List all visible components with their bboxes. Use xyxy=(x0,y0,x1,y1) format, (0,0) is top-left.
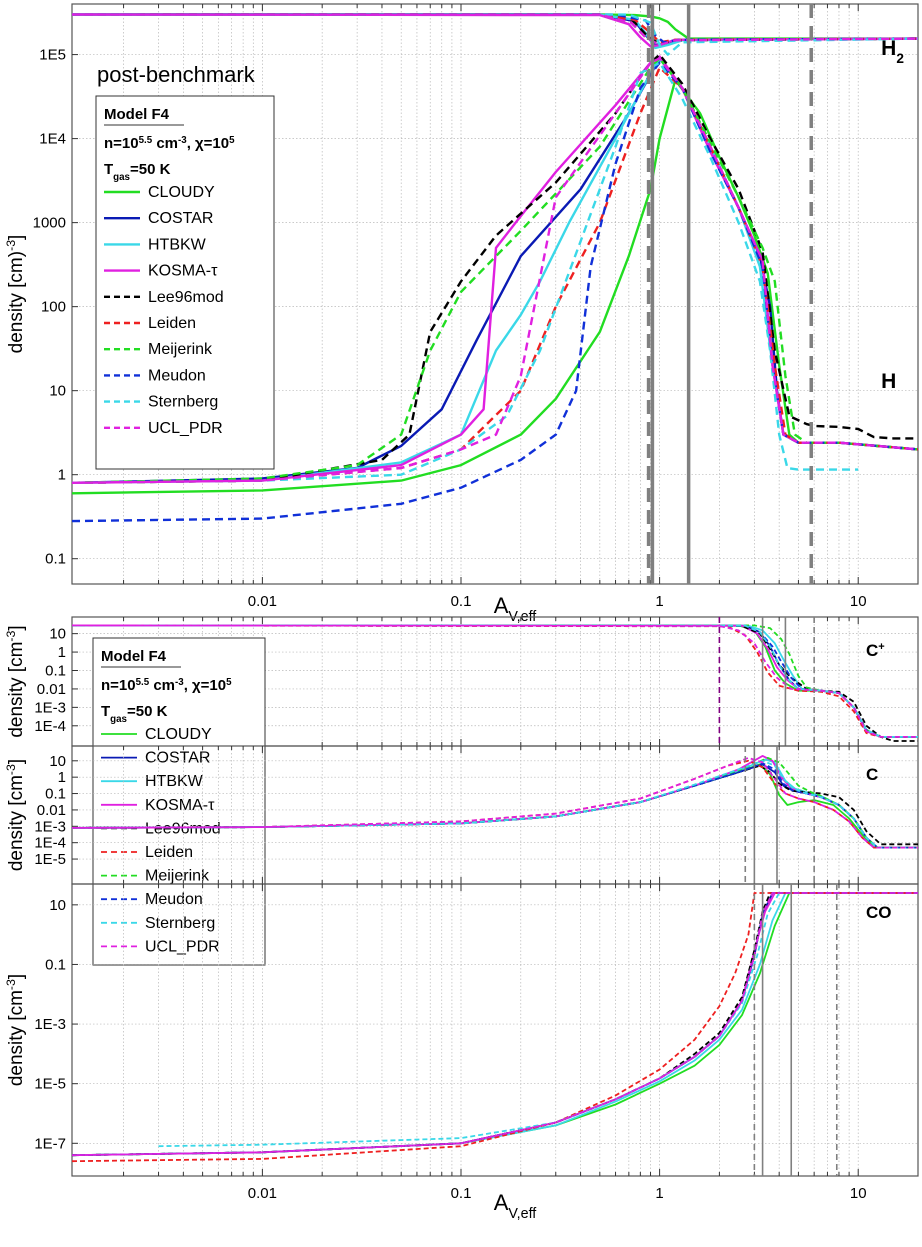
legend-model-density: n=105.5 cm-3, χ=105 xyxy=(104,135,235,153)
legend-entry-label: Meijerink xyxy=(148,341,213,358)
y-tick-label: 10 xyxy=(49,383,66,400)
legend-title: Model F4 xyxy=(104,106,170,123)
y-tick-label: 0.1 xyxy=(45,956,66,973)
series-line-htbkw xyxy=(72,13,918,50)
y-tick-label: 1E-3 xyxy=(34,818,66,835)
y-axis-label: density [cm)-3] xyxy=(4,235,27,354)
plot-frame xyxy=(71,3,919,585)
y-tick-label: 1 xyxy=(58,644,66,661)
y-tick-label: 0.1 xyxy=(45,551,66,568)
y-tick-label: 0.01 xyxy=(37,802,66,819)
plot-frame xyxy=(71,883,919,1177)
legend-model-temperature: Tgas=50 K xyxy=(101,703,168,725)
legend-entry-label: KOSMA-τ xyxy=(148,263,218,280)
legend-entry-label: COSTAR xyxy=(145,750,210,767)
y-axis-label: density [cm-3] xyxy=(4,974,27,1086)
chart-panel-4: 1E-7 1E-5 1E-3 0.1 10 0.01 0.1 1 10 AV,eff density… xyxy=(4,883,919,1222)
legend: Model F4 n=105.5 cm-3, χ=105 Tgas=50 KCLOU… xyxy=(92,637,266,966)
x-tick-label: 10 xyxy=(850,1185,867,1202)
y-axis-label: density [cm-3] xyxy=(4,625,27,737)
legend-entry-label: Leiden xyxy=(145,844,193,861)
species-label: H xyxy=(881,370,896,393)
legend-entry-label: Sternberg xyxy=(148,394,218,411)
species-label: CO xyxy=(866,903,892,922)
series-line-sternberg xyxy=(72,61,859,484)
legend-entry-label: COSTAR xyxy=(148,210,213,227)
x-axis-label: AV,eff xyxy=(494,1190,537,1222)
y-tick-label: 10 xyxy=(49,897,66,914)
x-tick-label: 10 xyxy=(850,593,867,610)
y-tick-label: 0.01 xyxy=(37,681,66,698)
series-line-ucl-pdr xyxy=(72,757,918,849)
y-tick-label: 1E-3 xyxy=(34,699,66,716)
legend-model-temperature: Tgas=50 K xyxy=(104,161,171,183)
legend-entry-label: KOSMA-τ xyxy=(145,797,215,814)
y-tick-label: 1 xyxy=(58,467,66,484)
x-tick-label: 0.01 xyxy=(248,1185,277,1202)
legend-entry-label: Meijerink xyxy=(145,868,210,885)
x-tick-label: 1 xyxy=(655,593,663,610)
y-tick-label: 1E-5 xyxy=(34,1076,66,1093)
legend-entry-label: Lee96mod xyxy=(145,820,221,837)
legend-entry-label: CLOUDY xyxy=(145,726,212,743)
legend-box xyxy=(92,637,266,966)
legend-entry-label: UCL_PDR xyxy=(145,938,220,955)
x-axis-label: AV,eff xyxy=(494,593,537,625)
y-tick-label: 10 xyxy=(49,753,66,770)
legend-entry-label: UCL_PDR xyxy=(148,420,223,437)
y-tick-label: 1000 xyxy=(33,215,66,232)
legend-entry-label: Leiden xyxy=(148,315,196,332)
legend-entry-label: Lee96mod xyxy=(148,289,224,306)
series-line-ucl-pdr xyxy=(72,13,918,47)
y-tick-label: 0.1 xyxy=(45,662,66,679)
legend-title: Model F4 xyxy=(101,648,167,665)
legend-entry-label: Meudon xyxy=(148,367,206,384)
y-tick-label: 1E5 xyxy=(39,47,66,64)
x-tick-label: 1 xyxy=(655,1185,663,1202)
legend-entry-label: HTBKW xyxy=(148,236,207,253)
series-line-lee96mod xyxy=(72,53,918,484)
y-tick-label: 1E-7 xyxy=(34,1135,66,1152)
y-tick-label: 1E-4 xyxy=(34,835,66,852)
legend-entry-label: Meudon xyxy=(145,891,203,908)
series-line-sternberg xyxy=(72,759,918,849)
series-line-sternberg xyxy=(72,624,918,738)
x-tick-label: 0.1 xyxy=(451,593,472,610)
series-line-cloudy xyxy=(72,13,918,40)
x-tick-label: 0.1 xyxy=(451,1185,472,1202)
species-label: H2 xyxy=(881,37,904,65)
species-label: C xyxy=(866,765,878,784)
y-tick-label: 10 xyxy=(49,626,66,643)
legend-model-density: n=105.5 cm-3, χ=105 xyxy=(101,677,232,695)
legend: Model F4 n=105.5 cm-3, χ=105 Tgas=50 KCLOU… xyxy=(95,95,275,470)
legend-box xyxy=(95,95,275,470)
series-line-ucl-pdr xyxy=(72,57,918,484)
legend-entry-label: CLOUDY xyxy=(148,184,215,201)
y-tick-label: 1E-5 xyxy=(34,851,66,868)
legend-entry-label: HTBKW xyxy=(145,773,204,790)
chart-panel-1: 0.1 1 10 100 1000 1E4 1E5 0.01 0.1 1 10 AV,eff densi… xyxy=(4,3,919,625)
y-tick-label: 100 xyxy=(41,299,66,316)
y-tick-label: 1E-4 xyxy=(34,718,66,735)
grid xyxy=(72,884,918,1176)
series-line-leiden xyxy=(72,892,918,1163)
y-tick-label: 1E4 xyxy=(39,131,66,148)
series-line-meudon xyxy=(72,13,918,44)
y-axis-label: density [cm-3] xyxy=(4,759,27,871)
y-tick-label: 1 xyxy=(58,769,66,786)
series-line-ucl-pdr xyxy=(72,624,918,738)
x-tick-label: 0.01 xyxy=(248,593,277,610)
y-tick-label: 0.1 xyxy=(45,786,66,803)
legend-entry-label: Sternberg xyxy=(145,915,215,932)
series-group xyxy=(72,13,918,523)
y-tick-label: 1E-3 xyxy=(34,1016,66,1033)
species-label: C+ xyxy=(866,641,885,660)
series-line-sternberg xyxy=(72,13,918,56)
annotation-text: post-benchmark xyxy=(97,62,256,87)
